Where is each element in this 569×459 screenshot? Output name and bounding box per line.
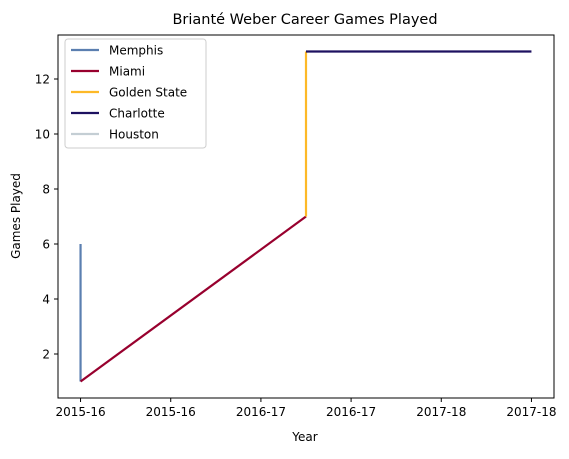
y-tick-label: 4: [42, 293, 50, 307]
plot-area: [79, 50, 532, 383]
x-tick-label: 2017-18: [506, 405, 556, 419]
axes-frame: [57, 34, 555, 399]
x-axis-label: Year: [291, 430, 317, 444]
legend-label: Houston: [109, 128, 159, 142]
y-tick-label: 6: [42, 238, 50, 252]
x-axis: 2015-16 2015-16 2016-17 2016-17 2017-18 2017-…: [55, 398, 557, 419]
chart-title: Brianté Weber Career Games Played: [172, 12, 437, 28]
x-tick-label: 2016-17: [326, 405, 376, 419]
x-tick-label: 2015-16: [146, 405, 196, 419]
y-tick-label: 8: [42, 183, 50, 197]
y-tick-label: 10: [35, 128, 50, 142]
x-tick-label: 2017-18: [416, 405, 466, 419]
legend-label: Miami: [109, 65, 145, 79]
y-tick-label: 2: [42, 348, 50, 362]
x-tick-label: 2016-17: [236, 405, 286, 419]
legend: Memphis Miami Golden State Charlotte Houston: [64, 38, 207, 149]
x-tick-label: 2015-16: [55, 405, 105, 419]
y-axis-label: Games Played: [9, 173, 23, 259]
legend-label: Charlotte: [109, 107, 165, 121]
y-axis: 2 4 6 8 10 12: [35, 73, 58, 362]
legend-box: [64, 38, 207, 149]
legend-label: Golden State: [109, 86, 187, 100]
y-tick-label: 12: [35, 73, 50, 87]
legend-label: Memphis: [109, 44, 163, 58]
series-line-miami: [79, 215, 307, 383]
